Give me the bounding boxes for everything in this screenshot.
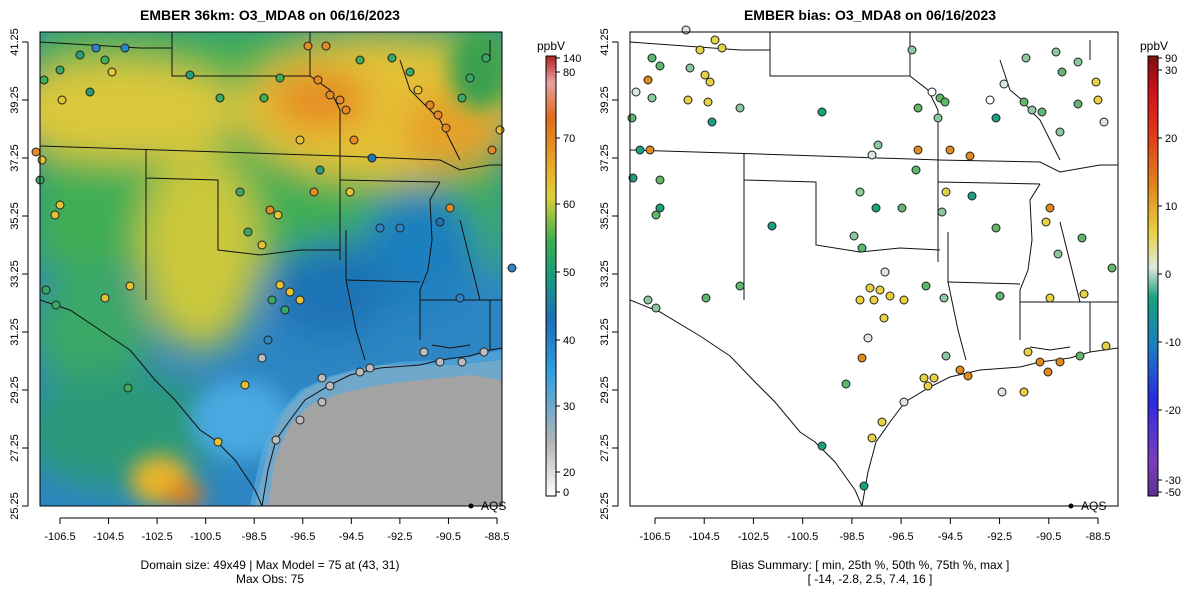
right-colorbar-tick-label: 0 (1165, 269, 1171, 281)
left-colorbar-tick-label: 50 (563, 267, 575, 279)
left-footer-line1: Domain size: 49x49 | Max Model = 75 at (… (141, 558, 400, 572)
left-x-tick-label: -96.5 (290, 531, 315, 543)
left-y-tick-label: 35.25 (9, 202, 21, 230)
right-y-tick-label: 33.25 (599, 260, 611, 288)
left-x-tick-label: -100.5 (190, 531, 221, 543)
left-colorbar-tick-label: 0 (563, 487, 569, 499)
left-colorbar-tick-label: 80 (563, 67, 575, 79)
right-plot-frame (629, 31, 1119, 507)
left-x-axis: -106.5 -104.5 -102.5 -100.5 -98.5 -96.5 -94.5 -… (44, 517, 510, 543)
right-colorbar-tick-label: -10 (1165, 337, 1181, 349)
left-colorbar (545, 55, 557, 497)
left-x-tick-label: -98.5 (242, 531, 267, 543)
right-colorbar (1147, 55, 1159, 497)
left-colorbar-ticks: 140 80 70 60 50 40 30 20 0 (556, 53, 581, 499)
left-panel-title: EMBER 36km: O3_MDA8 on 06/16/2023 (140, 7, 400, 23)
left-colorbar-tick-label: 20 (563, 467, 575, 479)
right-x-tick-label: -104.5 (689, 531, 720, 543)
left-x-tick-label: -90.5 (436, 531, 461, 543)
right-colorbar-tick-label: -20 (1165, 405, 1181, 417)
right-y-axis: 41.25 39.25 37.25 35.25 33.25 31.25 29.25 27.25… (599, 28, 619, 520)
left-colorbar-tick-label: 60 (563, 199, 575, 211)
right-colorbar-tick-label: 10 (1165, 201, 1177, 213)
right-y-tick-label: 27.25 (599, 434, 611, 462)
right-y-tick-label: 35.25 (599, 202, 611, 230)
right-x-tick-label: -90.5 (1036, 531, 1061, 543)
right-x-axis: -106.5 -104.5 -102.5 -100.5 -98.5 -96.5 -94.5 -… (639, 517, 1111, 543)
right-x-tick-label: -96.5 (889, 531, 914, 543)
left-x-tick-label: -92.5 (387, 531, 412, 543)
left-y-tick-label: 41.25 (9, 28, 21, 56)
left-y-tick-label: 25.25 (9, 492, 21, 520)
left-y-tick-label: 39.25 (9, 86, 21, 114)
right-colorbar-tick-label: 30 (1165, 65, 1177, 77)
right-footer-line1: Bias Summary: [ min, 25th %, 50th %, 75t… (731, 558, 1010, 572)
left-y-tick-label: 33.25 (9, 260, 21, 288)
left-footer-line2: Max Obs: 75 (236, 572, 304, 586)
right-x-tick-label: -102.5 (738, 531, 769, 543)
right-panel-title: EMBER bias: O3_MDA8 on 06/16/2023 (744, 7, 996, 23)
left-colorbar-unit: ppbV (537, 39, 565, 53)
right-colorbar-tick-label: -30 (1165, 475, 1181, 487)
left-colorbar-tick-label: 70 (563, 133, 575, 145)
right-y-tick-label: 39.25 (599, 86, 611, 114)
right-x-tick-label: -98.5 (839, 531, 864, 543)
left-colorbar-tick-label: 30 (563, 401, 575, 413)
left-y-tick-label: 31.25 (9, 318, 21, 346)
right-station-markers (627, 25, 1117, 491)
right-x-tick-label: -100.5 (787, 531, 818, 543)
right-y-tick-label: 41.25 (599, 28, 611, 56)
right-colorbar-tick-label: -50 (1165, 487, 1181, 499)
left-x-tick-label: -102.5 (142, 531, 173, 543)
left-y-axis: 41.25 39.25 37.25 35.25 33.25 31.25 29.25 27.25… (9, 28, 29, 520)
left-x-tick-label: -104.5 (93, 531, 124, 543)
left-colorbar-tick-label: 140 (563, 53, 581, 65)
left-y-tick-label: 29.25 (9, 376, 21, 404)
right-panel: EMBER bias: O3_MDA8 on 06/16/2023 (599, 7, 1181, 586)
left-y-tick-label: 37.25 (9, 144, 21, 172)
left-colorbar-tick-label: 40 (563, 335, 575, 347)
right-colorbar-unit: ppbV (1140, 39, 1168, 53)
right-y-tick-label: 31.25 (599, 318, 611, 346)
left-plot-frame (39, 31, 503, 507)
right-x-tick-label: -106.5 (639, 531, 670, 543)
right-colorbar-tick-label: 90 (1165, 53, 1177, 65)
left-heatmap (40, 32, 502, 506)
left-station-markers (31, 41, 517, 447)
right-colorbar-tick-label: 20 (1165, 133, 1177, 145)
right-y-tick-label: 37.25 (599, 144, 611, 172)
right-x-tick-label: -88.5 (1085, 531, 1110, 543)
left-x-tick-label: -94.5 (339, 531, 364, 543)
left-x-tick-label: -106.5 (44, 531, 75, 543)
right-y-tick-label: 25.25 (599, 492, 611, 520)
right-x-tick-label: -94.5 (938, 531, 963, 543)
left-x-tick-label: -88.5 (484, 531, 509, 543)
right-footer-line2: [ -14, -2.8, 2.5, 7.4, 16 ] (808, 572, 933, 586)
left-panel: EMBER 36km: O3_MDA8 on 06/16/2023 (9, 7, 581, 586)
left-y-tick-label: 27.25 (9, 434, 21, 462)
right-y-tick-label: 29.25 (599, 376, 611, 404)
right-x-tick-label: -92.5 (987, 531, 1012, 543)
